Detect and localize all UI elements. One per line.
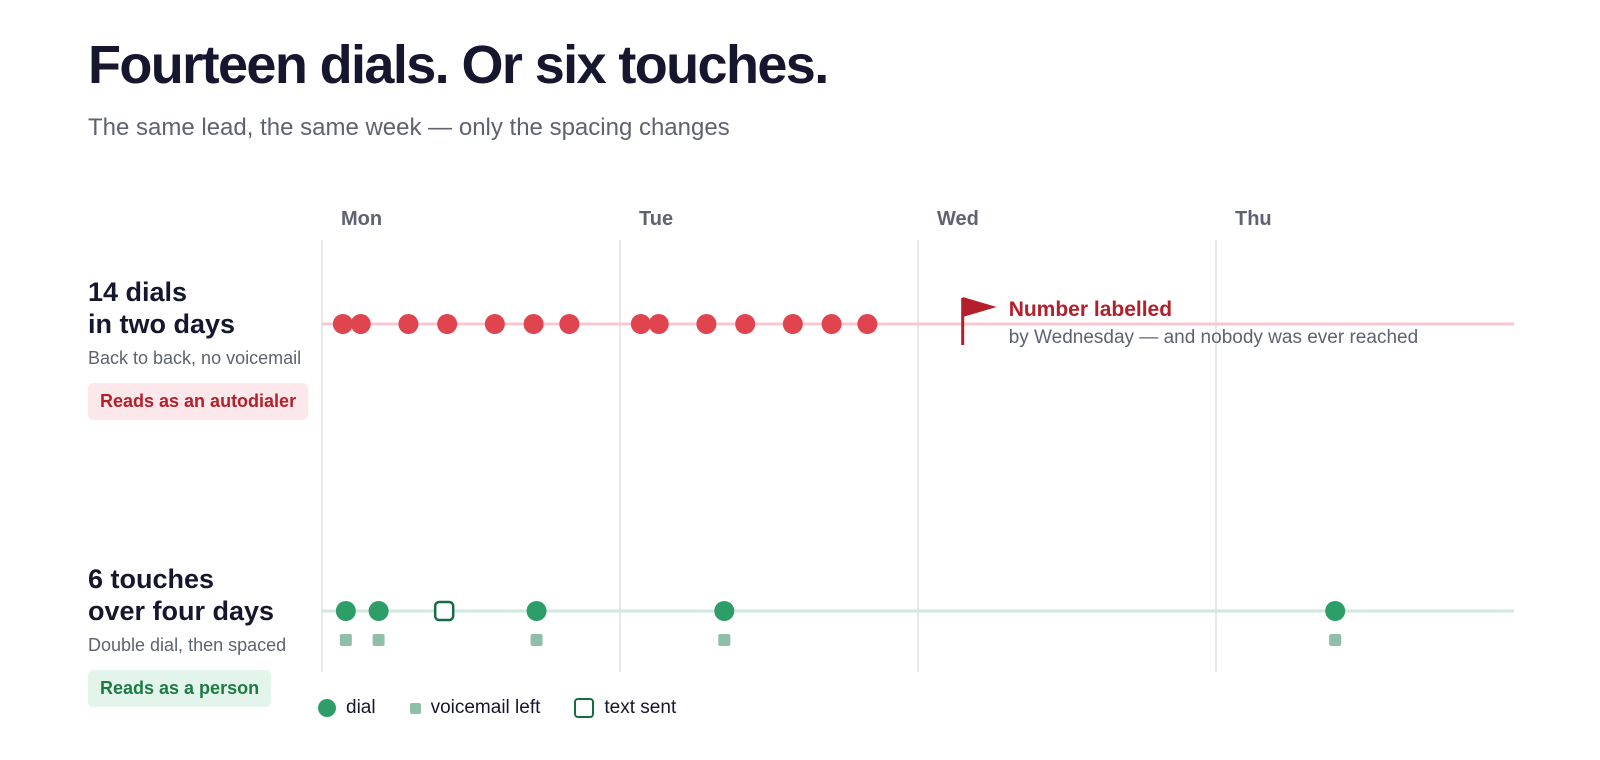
- row-header-touches: 6 touches over four days Double dial, th…: [88, 563, 318, 707]
- dial-point-red: [484, 314, 505, 334]
- legend-label-dial: dial: [346, 697, 376, 718]
- row-title: 6 touches over four days: [88, 563, 318, 627]
- dial-point-red: [857, 314, 878, 334]
- dial-point-red: [630, 314, 651, 334]
- dial-point-red: [398, 314, 419, 334]
- row-header-dials: 14 dials in two days Back to back, no vo…: [88, 276, 318, 420]
- chart-title: Fourteen dials. Or six touches.: [88, 35, 829, 95]
- dial-point-red: [437, 314, 458, 334]
- chart-subtitle: The same lead, the same week — only the …: [88, 114, 730, 141]
- voicemail-square-icon: [409, 702, 421, 714]
- annotation-text: by Wednesday — and nobody was ever reach…: [1009, 327, 1418, 348]
- row-description: Double dial, then spaced: [88, 635, 287, 655]
- dial-point-red: [735, 314, 756, 334]
- legend-label-voicemail: voicemail left: [430, 697, 541, 718]
- voicemail-point: [339, 634, 352, 646]
- row-title-line2: in two days: [88, 309, 236, 339]
- dial-dot-icon: [318, 699, 336, 717]
- legend-item-dial: dial: [318, 697, 376, 719]
- voicemail-point: [530, 634, 543, 646]
- row-title-line2: over four days: [88, 596, 275, 626]
- dial-point-green: [368, 601, 389, 621]
- voicemail-point: [1329, 634, 1342, 646]
- flag-icon: [962, 297, 997, 317]
- day-label: Tue: [639, 208, 673, 230]
- voicemail-point: [372, 634, 385, 646]
- dial-point-green: [714, 601, 735, 621]
- dial-point-red: [523, 314, 544, 334]
- legend: dial voicemail left text sent: [318, 697, 710, 719]
- text-sent-point: [433, 600, 455, 622]
- dial-point-red: [821, 314, 842, 334]
- dial-point-red: [559, 314, 580, 334]
- row-title-line1: 14 dials: [88, 277, 188, 307]
- row-description: Back to back, no voicemail: [88, 348, 302, 368]
- dial-point-green: [335, 601, 356, 621]
- status-badge-autodialer: Reads as an autodialer: [88, 383, 309, 420]
- row-title: 14 dials in two days: [88, 276, 318, 340]
- day-label: Wed: [937, 208, 979, 230]
- day-label: Thu: [1235, 208, 1272, 230]
- day-label: Mon: [341, 208, 382, 230]
- voicemail-point: [718, 634, 731, 646]
- legend-item-text: text sent: [574, 697, 676, 719]
- dial-point-green: [526, 601, 547, 621]
- dial-point-red: [350, 314, 371, 334]
- status-badge-person: Reads as a person: [88, 670, 272, 707]
- dial-point-red: [782, 314, 803, 334]
- dial-point-red: [332, 314, 353, 334]
- legend-item-voicemail: voicemail left: [409, 697, 541, 719]
- dial-point-red: [648, 314, 669, 334]
- dial-point-green: [1325, 601, 1346, 621]
- row-title-line1: 6 touches: [88, 564, 215, 594]
- text-square-icon: [574, 698, 595, 718]
- legend-label-text: text sent: [604, 697, 677, 718]
- annotation-title: Number labelled: [1009, 298, 1172, 321]
- dial-point-red: [696, 314, 717, 334]
